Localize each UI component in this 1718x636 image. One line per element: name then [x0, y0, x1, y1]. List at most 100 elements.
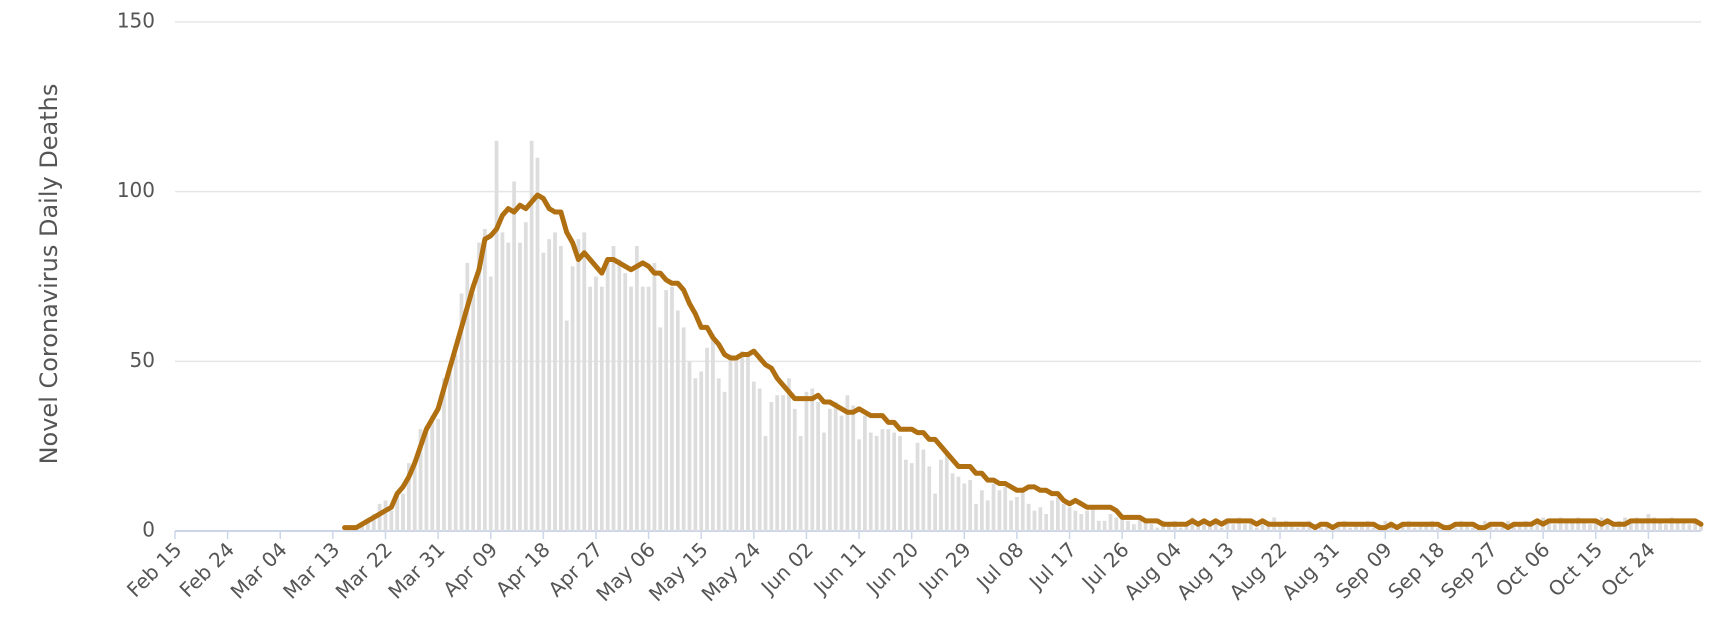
bar — [412, 459, 417, 531]
bar — [915, 442, 920, 531]
bar — [880, 429, 885, 531]
x-tick-label: Jul 17 — [1023, 537, 1081, 595]
bar — [1412, 527, 1417, 531]
bar — [734, 357, 739, 531]
bar — [1517, 524, 1522, 531]
bar — [728, 354, 733, 531]
bar — [997, 490, 1002, 531]
bar — [1453, 527, 1458, 531]
bar — [1184, 524, 1189, 531]
x-tick-label: Jul 08 — [970, 537, 1028, 595]
bar — [453, 354, 458, 531]
bar — [553, 232, 557, 532]
bar — [1634, 517, 1639, 531]
bar — [1091, 507, 1095, 531]
bar — [775, 395, 780, 531]
bar — [1237, 517, 1241, 531]
bar — [1471, 527, 1475, 531]
bar — [956, 476, 961, 531]
bar — [1067, 507, 1072, 531]
bar — [1009, 500, 1013, 531]
bar — [1225, 520, 1230, 531]
bar — [1260, 524, 1265, 531]
bar — [1219, 527, 1224, 531]
bar — [594, 276, 598, 531]
bar — [559, 245, 563, 531]
bar — [1073, 510, 1078, 531]
bar — [488, 276, 493, 531]
bar — [1628, 520, 1633, 531]
bar — [395, 493, 400, 531]
bar — [1196, 524, 1201, 531]
bar — [465, 262, 470, 531]
x-tick-label: Mar 31 — [383, 537, 449, 603]
bar — [430, 415, 435, 531]
bar — [1301, 524, 1306, 531]
bar — [436, 419, 440, 531]
y-tick-label: 0 — [142, 518, 155, 542]
x-tick-label: Sep 18 — [1383, 537, 1449, 603]
bar — [1131, 524, 1136, 531]
bar — [939, 459, 943, 531]
bar — [974, 503, 978, 531]
bar — [512, 181, 516, 531]
bar — [471, 293, 476, 531]
bar — [699, 371, 704, 531]
bar — [1003, 486, 1008, 531]
bar — [898, 435, 902, 531]
bar — [1494, 527, 1499, 531]
bar — [863, 415, 867, 531]
bar — [1389, 527, 1393, 531]
bar — [804, 391, 809, 531]
bar — [1658, 520, 1662, 531]
bar — [389, 510, 394, 531]
bar — [1576, 517, 1581, 531]
bar — [1061, 503, 1066, 531]
bar — [1675, 520, 1680, 531]
bar — [746, 354, 750, 531]
bar — [383, 500, 388, 531]
bar — [1190, 517, 1195, 531]
bar — [1593, 520, 1598, 531]
bar — [892, 432, 897, 531]
bar — [716, 378, 721, 531]
bar — [868, 432, 873, 531]
bar — [1699, 524, 1703, 531]
bar — [582, 232, 587, 532]
bar — [979, 490, 984, 531]
bar — [1371, 527, 1376, 531]
bar — [1108, 514, 1113, 531]
bar — [693, 378, 698, 531]
bar — [1167, 524, 1171, 531]
bar — [1570, 520, 1575, 531]
bar — [845, 395, 850, 531]
bar — [927, 466, 932, 531]
bar — [816, 402, 821, 531]
bar — [757, 388, 762, 531]
bar — [494, 140, 499, 531]
bar — [1424, 524, 1429, 531]
bar — [1032, 510, 1037, 531]
bar — [1231, 524, 1236, 531]
x-tick-label: Jun 29 — [913, 537, 976, 600]
bar — [962, 483, 967, 531]
bar — [874, 435, 879, 531]
x-tick-label: Aug 31 — [1277, 537, 1344, 604]
bar — [1669, 517, 1674, 531]
bar — [827, 408, 832, 531]
bar — [711, 334, 715, 531]
bar — [1465, 524, 1470, 531]
bar — [798, 435, 803, 531]
bar — [611, 245, 616, 531]
bar — [629, 286, 633, 531]
bar — [1360, 524, 1364, 531]
bar — [1202, 520, 1206, 531]
bar — [1079, 514, 1084, 531]
moving-average-line — [342, 192, 1704, 531]
bar — [1582, 520, 1586, 531]
bar — [1535, 520, 1540, 531]
bar — [950, 473, 955, 531]
bar — [1278, 524, 1282, 531]
bar — [1348, 527, 1353, 531]
